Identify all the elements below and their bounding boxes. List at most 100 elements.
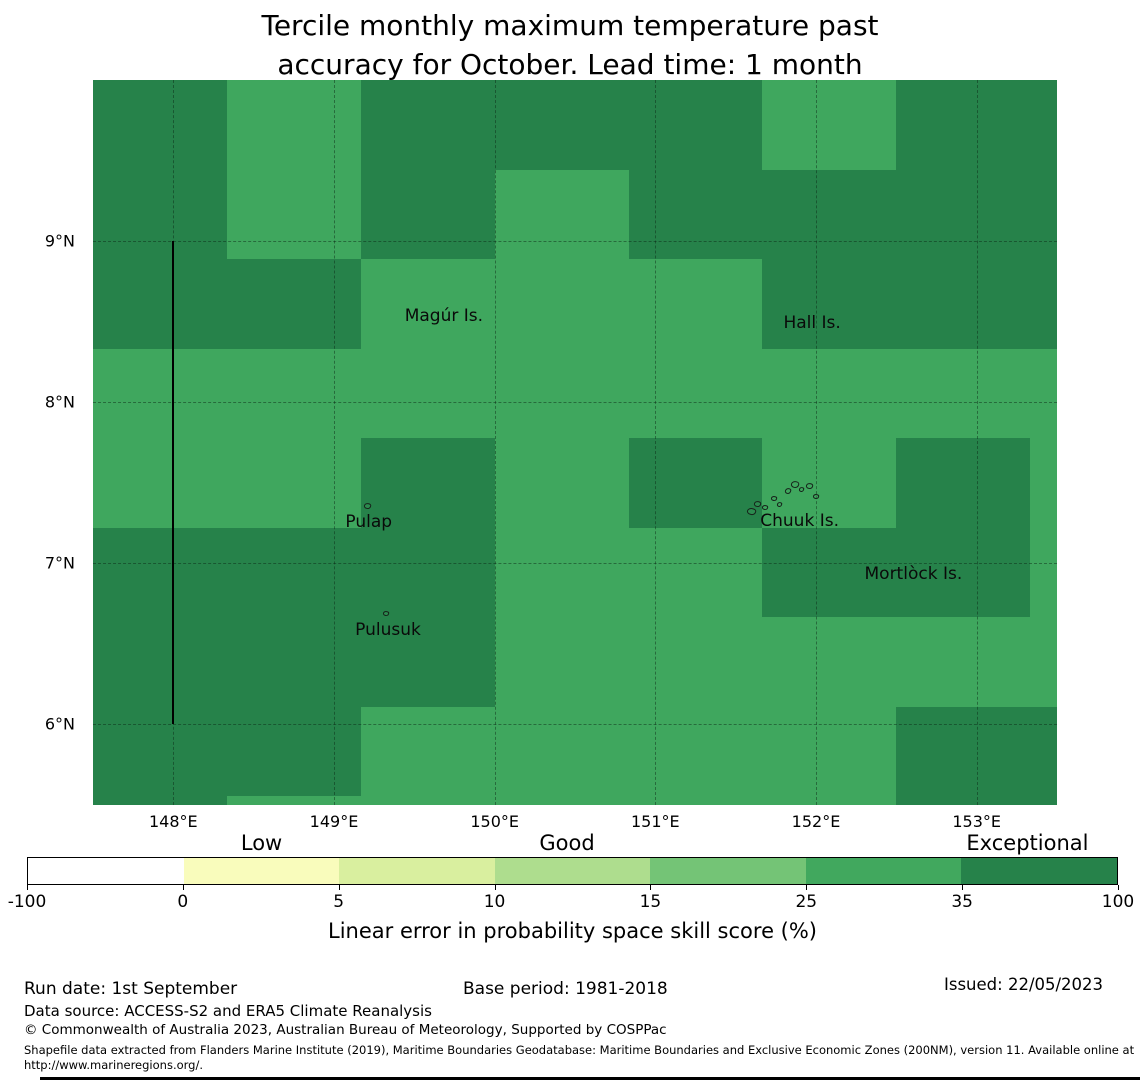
map-cell bbox=[896, 795, 1031, 805]
colorbar-tick-label: 10 bbox=[483, 892, 506, 912]
colorbar-tick-label: 5 bbox=[333, 892, 345, 912]
map-cell bbox=[93, 616, 228, 708]
map-cell bbox=[494, 616, 630, 708]
gridline-longitude bbox=[655, 80, 657, 805]
colorbar-segment bbox=[339, 858, 495, 884]
map-cell bbox=[494, 527, 630, 618]
x-axis-tick-label: 153°E bbox=[952, 812, 1001, 831]
map-cell bbox=[628, 437, 764, 529]
colorbar-tickmark bbox=[494, 885, 496, 890]
y-axis-tick-label: 8°N bbox=[2, 393, 82, 412]
map-cell bbox=[360, 169, 496, 260]
map-cell bbox=[896, 527, 1031, 618]
map-cell bbox=[896, 706, 1031, 797]
map-cell bbox=[360, 527, 496, 618]
island-label: Magúr Is. bbox=[404, 306, 484, 327]
map-cell bbox=[494, 437, 630, 529]
colorbar-tickmark bbox=[650, 885, 652, 890]
island-label: Pulap bbox=[345, 512, 393, 533]
map-cell bbox=[628, 706, 764, 797]
colorbar-tick-label: -100 bbox=[7, 892, 47, 912]
copyright-text: © Commonwealth of Australia 2023, Austra… bbox=[24, 1022, 667, 1038]
map-cell bbox=[226, 258, 362, 350]
island-label: Pulusuk bbox=[355, 620, 421, 641]
map-cell bbox=[360, 616, 496, 708]
map-cell bbox=[896, 616, 1031, 708]
colorbar-segment bbox=[494, 858, 651, 884]
map-cell bbox=[360, 258, 496, 350]
x-axis-tick-label: 152°E bbox=[791, 812, 841, 831]
map-cell bbox=[762, 258, 897, 350]
map-cell bbox=[628, 258, 764, 350]
map-cell bbox=[1030, 527, 1057, 618]
map-cell bbox=[896, 80, 1031, 171]
colorbar-tickmark bbox=[338, 885, 340, 890]
map-cell bbox=[494, 169, 630, 260]
y-axis-tick-text: 8°N bbox=[44, 392, 75, 412]
map-cell bbox=[1030, 795, 1057, 805]
base-period-text: Base period: 1981-2018 bbox=[463, 979, 668, 999]
colorbar-category-labels: Low Good Exceptional bbox=[27, 831, 1118, 855]
map-cell bbox=[762, 616, 897, 708]
colorbar-tickmark bbox=[182, 885, 184, 890]
colorbar-segment bbox=[183, 858, 340, 884]
map-cell bbox=[896, 437, 1031, 529]
map-cell bbox=[628, 348, 764, 439]
map-cell bbox=[360, 348, 496, 439]
map-cell bbox=[762, 437, 897, 529]
map-cell bbox=[226, 169, 362, 260]
map-cell bbox=[226, 616, 362, 708]
x-axis-tick-label: 150°E bbox=[470, 812, 519, 831]
map-cell bbox=[494, 795, 630, 805]
map-cell bbox=[360, 706, 496, 797]
y-axis-tick-text: 7°N bbox=[44, 553, 75, 573]
colorbar-category-label: Low bbox=[240, 831, 283, 855]
map-cell bbox=[762, 80, 897, 171]
colorbar-category-label: Good bbox=[539, 831, 595, 855]
gridline-longitude bbox=[976, 80, 978, 805]
shapefile-attribution-text: Shapefile data extracted from Flanders M… bbox=[24, 1043, 1135, 1072]
map: Magúr Is. Hall Is. Pulap Pulusuk Chuuk Is. Mo… bbox=[93, 80, 1057, 805]
gridline-latitude bbox=[93, 241, 1057, 243]
map-cell bbox=[494, 706, 630, 797]
map-cell bbox=[896, 169, 1031, 260]
colorbar-segment bbox=[961, 858, 1118, 884]
y-axis-tick-text: 9°N bbox=[44, 231, 75, 251]
island-label: Hall Is. bbox=[783, 312, 841, 333]
map-cell bbox=[226, 706, 362, 797]
map-cell bbox=[226, 527, 362, 618]
map-cell bbox=[896, 258, 1031, 350]
colorbar-segment bbox=[805, 858, 962, 884]
map-cell bbox=[93, 258, 228, 350]
map-cell bbox=[93, 169, 228, 260]
y-axis-tick-label: 7°N bbox=[2, 554, 82, 573]
colorbar-tickmark bbox=[1118, 885, 1119, 890]
map-cell bbox=[762, 795, 897, 805]
colorbar-axis-label: Linear error in probability space skill … bbox=[328, 919, 817, 943]
colorbar-tick-label: 35 bbox=[951, 892, 973, 912]
map-cell bbox=[93, 706, 228, 797]
map-cell bbox=[1030, 706, 1057, 797]
map-cell bbox=[762, 527, 897, 618]
issued-date-text: Issued: 22/05/2023 bbox=[944, 975, 1104, 994]
map-cell bbox=[360, 437, 496, 529]
gridline-latitude bbox=[93, 724, 1057, 726]
map-cell bbox=[1030, 169, 1057, 260]
x-axis-tick-label: 151°E bbox=[631, 812, 680, 831]
map-cell bbox=[494, 258, 630, 350]
y-axis-tick-label: 6°N bbox=[2, 715, 82, 734]
colorbar-tick-label: 15 bbox=[639, 892, 662, 912]
x-axis-tick-label: 148°E bbox=[149, 812, 198, 831]
island-label: Mortlòck Is. bbox=[864, 564, 963, 585]
map-cell bbox=[1030, 80, 1057, 171]
map-cell bbox=[93, 80, 228, 171]
colorbar-tick-label: 100 bbox=[1101, 892, 1135, 912]
gridline-latitude bbox=[93, 563, 1057, 565]
map-cell bbox=[628, 80, 764, 171]
map-cell bbox=[762, 706, 897, 797]
chart-title: Tercile monthly maximum temperature past… bbox=[261, 9, 879, 81]
map-cell bbox=[1030, 437, 1057, 529]
bottom-border-bar bbox=[40, 1077, 1140, 1080]
run-date-text: Run date: 1st September bbox=[24, 979, 238, 999]
